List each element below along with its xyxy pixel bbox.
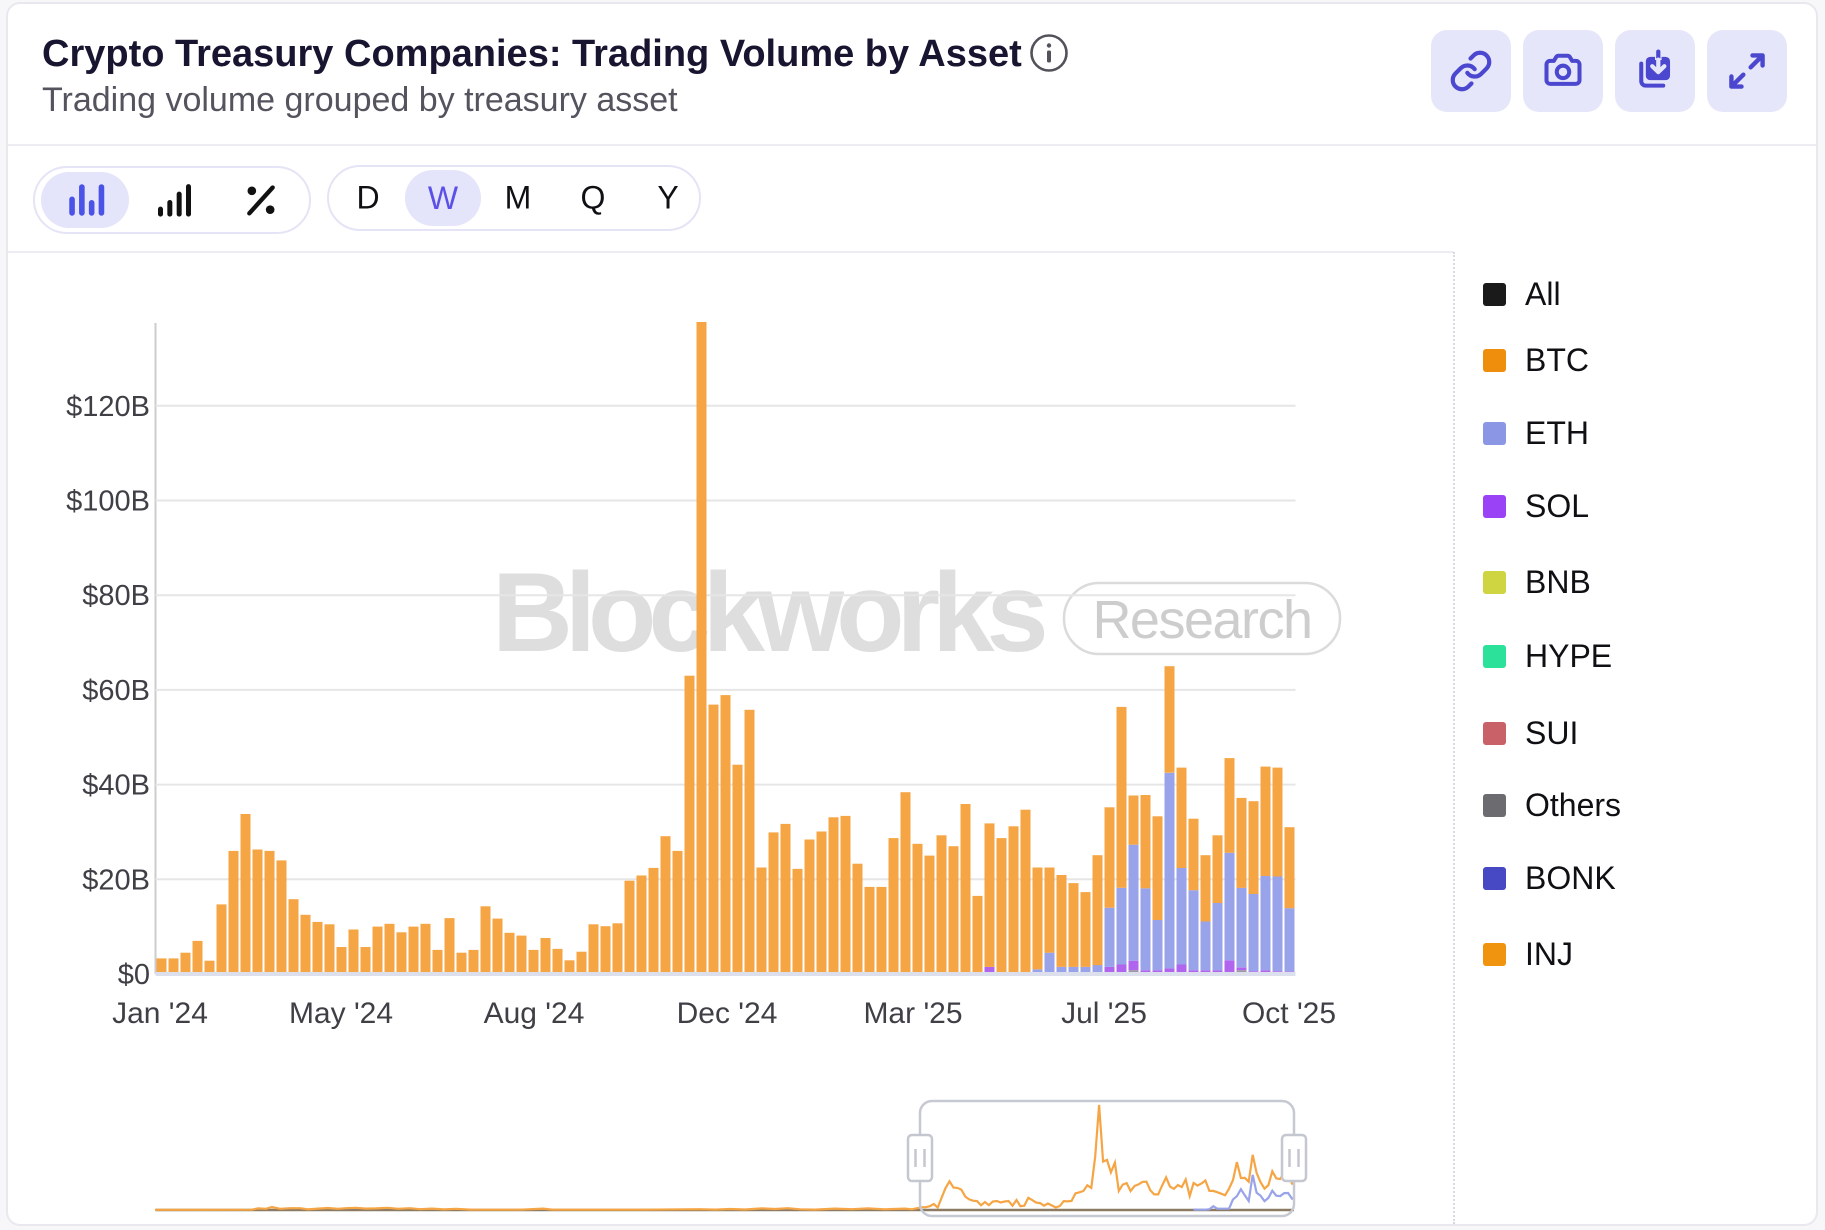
svg-text:Blockworks: Blockworks [492, 550, 1044, 675]
svg-text:Dec '24: Dec '24 [677, 997, 778, 1030]
svg-text:Research: Research [1092, 590, 1311, 650]
svg-text:Aug '24: Aug '24 [484, 997, 585, 1030]
svg-text:Mar '25: Mar '25 [863, 997, 962, 1030]
svg-text:$40B: $40B [82, 770, 150, 802]
svg-text:Jan '24: Jan '24 [112, 997, 208, 1030]
svg-text:$20B: $20B [82, 864, 150, 896]
svg-text:$100B: $100B [66, 486, 150, 518]
svg-text:May '24: May '24 [289, 997, 393, 1030]
svg-text:$0: $0 [118, 959, 150, 991]
svg-text:$60B: $60B [82, 675, 150, 707]
svg-text:$120B: $120B [66, 391, 150, 423]
svg-text:$80B: $80B [82, 580, 150, 612]
svg-text:Oct '25: Oct '25 [1242, 997, 1336, 1030]
svg-text:Jul '25: Jul '25 [1061, 997, 1147, 1030]
